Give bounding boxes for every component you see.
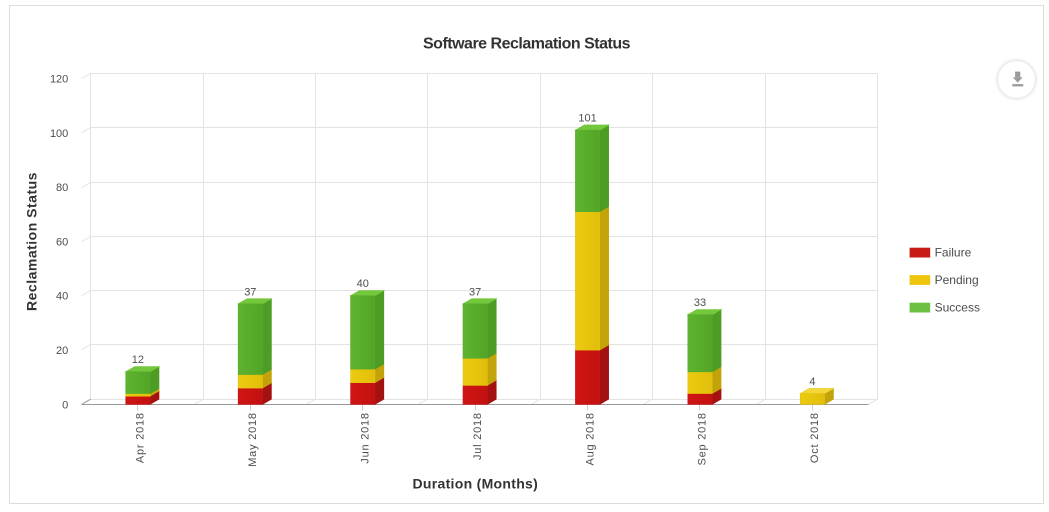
svg-text:Duration (Months): Duration (Months) — [412, 476, 538, 492]
svg-text:Apr 2018: Apr 2018 — [135, 412, 147, 463]
svg-text:37: 37 — [469, 286, 481, 298]
svg-text:120: 120 — [50, 74, 68, 86]
svg-text:Software Reclamation Status: Software Reclamation Status — [423, 36, 631, 53]
svg-text:Success: Success — [935, 301, 980, 315]
svg-text:Failure: Failure — [935, 246, 972, 260]
svg-text:33: 33 — [694, 297, 706, 309]
svg-text:101: 101 — [578, 113, 596, 125]
svg-text:60: 60 — [56, 236, 68, 248]
svg-text:Aug 2018: Aug 2018 — [584, 412, 596, 465]
svg-text:4: 4 — [809, 376, 815, 388]
svg-text:80: 80 — [56, 182, 68, 194]
svg-text:May 2018: May 2018 — [247, 412, 259, 467]
svg-text:Sep 2018: Sep 2018 — [697, 412, 709, 465]
svg-text:20: 20 — [56, 345, 68, 357]
svg-text:37: 37 — [244, 286, 256, 298]
svg-text:Oct 2018: Oct 2018 — [809, 412, 821, 463]
svg-text:Pending: Pending — [935, 273, 979, 287]
svg-text:Jul 2018: Jul 2018 — [472, 412, 484, 460]
svg-text:12: 12 — [132, 354, 144, 366]
svg-text:Reclamation Status: Reclamation Status — [23, 172, 39, 311]
svg-text:Jun 2018: Jun 2018 — [359, 412, 371, 464]
svg-text:40: 40 — [357, 278, 369, 290]
svg-text:0: 0 — [62, 399, 68, 411]
svg-text:40: 40 — [56, 291, 68, 303]
svg-text:100: 100 — [50, 128, 68, 140]
